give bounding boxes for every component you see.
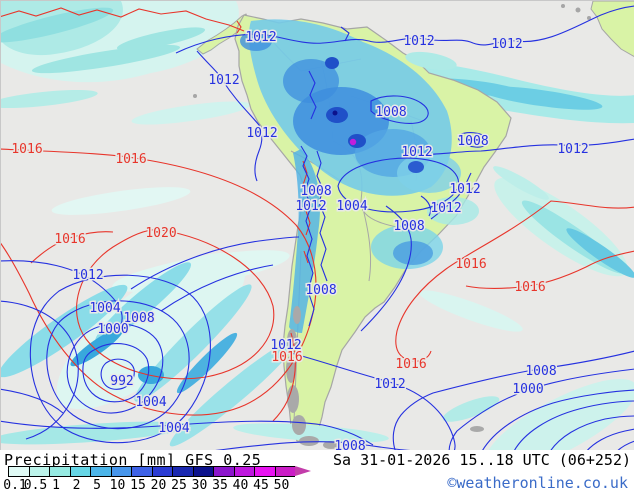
isobar-label-1012: 1012	[374, 377, 405, 392]
patagonia-relief	[286, 306, 484, 449]
isobar-label-1008: 1008	[393, 219, 424, 234]
isobar-label-1016: 1016	[115, 152, 146, 167]
isobar-label-1008: 1008	[525, 364, 556, 379]
isobar-label-992: 992	[110, 374, 133, 389]
isobar-label-layer: 1012 1012 10121012100810121008101210121016…	[10, 29, 590, 452]
isobar-label-1012: 1012	[208, 73, 239, 88]
scale-value: 5	[93, 478, 101, 490]
isobar-label-1004: 1004	[158, 421, 189, 436]
scale-value: 40	[232, 478, 249, 490]
scale-cell-25	[172, 466, 193, 477]
scale-value: 25	[171, 478, 187, 490]
scale-value: 35	[212, 478, 228, 490]
isobar-label-1004: 1004	[89, 301, 120, 316]
scale-cell-50	[274, 466, 295, 477]
isobar-label-1000: 1000	[512, 382, 543, 397]
scale-cell-10	[110, 466, 131, 477]
isobar-label-1004: 1004	[336, 199, 367, 214]
weather-map: 1012 1012 1012 1012 1008 1012 1008 1012 1012 1016…	[0, 0, 634, 451]
isobars-low	[1, 5, 634, 451]
scale-cell-5	[90, 466, 111, 477]
valid-time: Sa 31-01-2026 15..18 UTC (06+252)	[332, 451, 631, 469]
precip-color-scale	[8, 466, 311, 477]
scale-cell-1	[49, 466, 70, 477]
isobar-label-1016: 1016	[54, 232, 85, 247]
isobars-high	[1, 7, 634, 422]
precip-heavy-layer	[240, 19, 479, 333]
isobar-label-1016: 1016	[455, 257, 486, 272]
legend-title: Precipitation [mm] GFS 0.25	[4, 451, 262, 469]
isobar-label-1012: 1012	[557, 142, 588, 157]
isobar-label-1004: 1004	[135, 395, 166, 410]
isobar-label-1012: 1012	[246, 126, 277, 141]
scale-value: 15	[130, 478, 146, 490]
scale-value: 2	[72, 478, 81, 490]
isobar-label-1012: 1012	[491, 37, 522, 52]
scale-cell-2	[69, 466, 90, 477]
isobar-label-1008: 1008	[375, 105, 406, 120]
isobar-label-1016: 1016	[11, 142, 42, 157]
scale-value: 50	[273, 478, 290, 490]
scale-value: 30	[191, 478, 208, 490]
scale-value: 45	[253, 478, 269, 490]
isobar-label-1016: 1016	[395, 357, 426, 372]
scale-value: 0.5	[23, 478, 48, 490]
scale-cell-40	[233, 466, 254, 477]
scale-overflow-arrow	[295, 466, 311, 476]
scale-cell-0.1	[8, 466, 29, 477]
map-canvas: 1012 1012 10121012100810121008101210121016…	[1, 1, 634, 451]
copyright-watermark: ©weatheronline.co.uk	[447, 474, 628, 490]
isobar-label-1008: 1008	[123, 311, 154, 326]
scale-value: 1	[52, 478, 60, 490]
scale-cell-0.5	[28, 466, 49, 477]
scale-cell-15	[131, 466, 152, 477]
isobar-label-1012: 1012	[295, 199, 326, 214]
isobar-label-1012: 1012	[270, 338, 301, 353]
isobar-label-1012: 1012	[245, 30, 276, 45]
precip-band-layer	[1, 51, 634, 451]
isobar-label-1016: 1016	[514, 280, 545, 295]
scale-cell-45	[254, 466, 275, 477]
isobar-label-1020: 1020	[145, 226, 176, 241]
isobar-label-1008: 1008	[334, 439, 365, 451]
scale-value: 0.1	[3, 478, 27, 490]
isobar-label-1008: 1008	[300, 184, 331, 199]
isobar-label-1012: 1012	[449, 182, 480, 197]
scale-value: 20	[150, 478, 167, 490]
isobar-label-1000: 1000	[97, 322, 128, 337]
isobar-label-1012: 1012	[72, 268, 103, 283]
legend-bar: Precipitation [mm] GFS 0.25 Sa 31-01-202…	[0, 450, 634, 490]
scale-cell-35	[213, 466, 234, 477]
isobar-label-1012: 1012	[403, 34, 434, 49]
isobar-label-1008: 1008	[457, 134, 488, 149]
isobar-label-1012: 1012	[401, 145, 432, 160]
scale-value: 10	[109, 478, 126, 490]
isobar-label-1016: 1016	[271, 350, 302, 365]
scale-cell-20	[151, 466, 172, 477]
isobar-label-1012: 1012	[430, 201, 461, 216]
scale-cell-30	[192, 466, 213, 477]
isobar-label-1008: 1008	[305, 283, 336, 298]
